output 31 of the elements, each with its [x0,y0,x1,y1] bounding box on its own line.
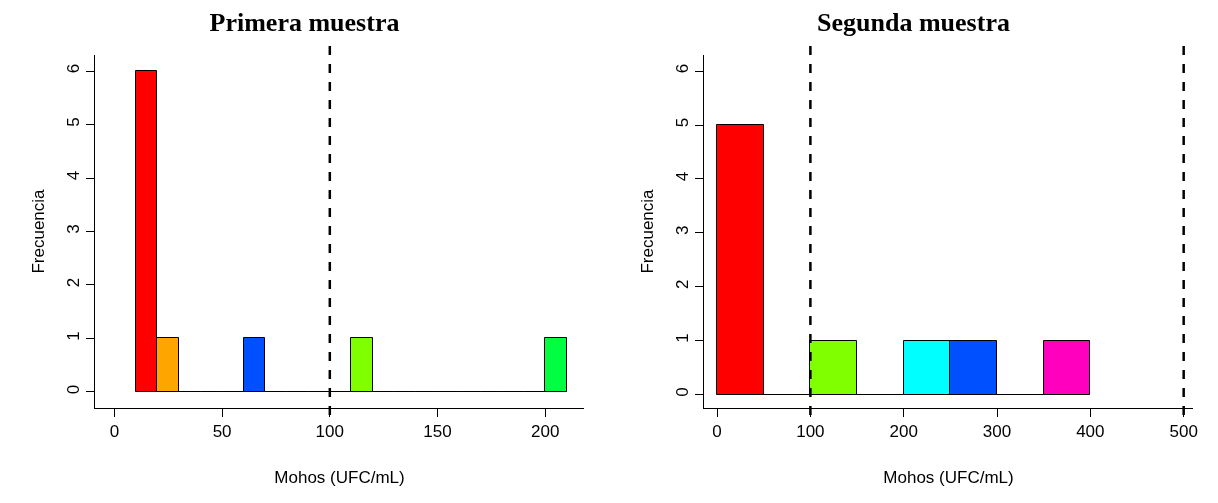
x-tick-label: 200 [531,422,560,442]
x-tick-label: 400 [1076,422,1105,442]
x-tick-label: 100 [315,422,344,442]
x-axis-title: Mohos (UFC/mL) [274,467,405,487]
y-tick-label: 1 [64,331,84,341]
chart-title: Primera muestra [209,7,400,37]
y-tick-label: 1 [673,333,693,343]
x-tick-label: 150 [423,422,452,442]
x-tick-label: 500 [1169,422,1198,442]
y-tick-label: 2 [673,279,693,289]
x-axis-title: Mohos (UFC/mL) [883,467,1014,487]
x-tick-label: 300 [982,422,1012,442]
y-tick-label: 3 [64,224,84,234]
x-tick-label: 200 [889,422,918,442]
x-tick-label: 0 [712,422,722,442]
y-tick-label: 6 [673,63,693,74]
y-tick-label: 4 [673,171,693,182]
x-tick-label: 100 [796,422,825,442]
y-tick-label: 6 [64,63,84,74]
y-tick-label: 5 [64,117,84,127]
y-tick-label: 5 [673,117,693,128]
y-axis-title: Frecuencia [637,188,657,274]
chart-title: Segunda muestra [817,7,1010,37]
y-tick-label: 0 [673,387,693,397]
y-tick-label: 4 [64,170,84,181]
x-tick-label: 50 [212,422,232,442]
y-tick-label: 3 [673,225,693,236]
y-tick-label: 0 [64,384,84,395]
y-axis-title: Frecuencia [28,188,48,274]
y-tick-label: 2 [64,277,84,288]
x-tick-label: 0 [109,422,120,442]
